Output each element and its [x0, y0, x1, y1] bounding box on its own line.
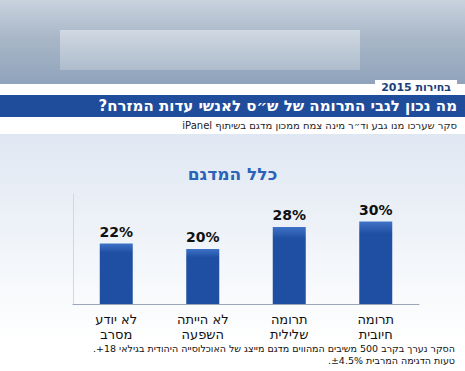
svg-text:שלילית: שלילית	[270, 327, 308, 342]
svg-text:כלל המדגם: כלל המדגם	[188, 164, 278, 184]
svg-text:חיובית: חיובית	[359, 327, 393, 342]
svg-text:לא הייתה: לא הייתה	[177, 312, 229, 327]
html-text:טעות הדגימה המרבית ±4.5%.: טעות הדגימה המרבית ±4.5%.	[327, 355, 455, 366]
svg-text:תרומה: תרומה	[271, 312, 308, 327]
html-text:מה נכון לגבי התרומה של ש״ס לאנ: מה נכון לגבי התרומה של ש״ס לאנשי עדות המ…	[98, 97, 457, 115]
html-text:סקר שערכו מנו גבע וד״ר מינה צמ: סקר שערכו מנו גבע וד״ר מינה צמח ממכון מד…	[182, 120, 457, 131]
svg-text:30%: 30%	[359, 202, 393, 218]
svg-text:מסרב: מסרב	[100, 327, 132, 342]
html-text:בחירות 2015: בחירות 2015	[381, 81, 451, 94]
svg-text:תרומה: תרומה	[357, 312, 394, 327]
svg-text:השפעה: השפעה	[182, 327, 224, 342]
html-text:הסקר נערך בקרב 500 משיבים המהו: הסקר נערך בקרב 500 משיבים המהווים מדגם מ…	[93, 343, 455, 354]
svg-text:20%: 20%	[186, 229, 220, 245]
svg-text:לא יודע: לא יודע	[95, 312, 137, 327]
svg-text:28%: 28%	[272, 207, 306, 223]
svg-text:22%: 22%	[99, 224, 133, 240]
